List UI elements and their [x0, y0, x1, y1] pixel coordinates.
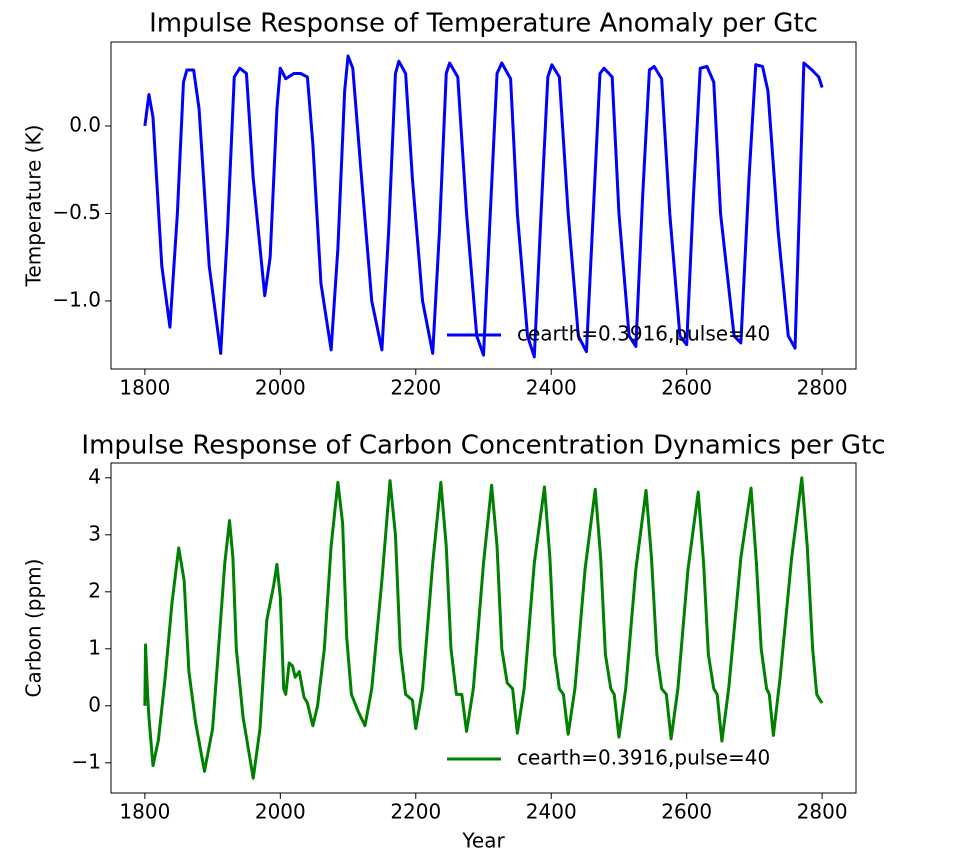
- y-tick-label: 0: [88, 692, 101, 716]
- legend-label: cearth=0.3916,pulse=40: [517, 746, 770, 770]
- y-tick-label: −1: [72, 749, 101, 773]
- chart-title: Impulse Response of Carbon Concentration…: [81, 431, 885, 461]
- y-tick-label: 0.0: [69, 112, 101, 136]
- x-tick-label: 2800: [797, 800, 848, 824]
- legend-label: cearth=0.3916,pulse=40: [517, 322, 770, 346]
- x-tick-label: 2400: [526, 376, 577, 400]
- x-tick-label: 1800: [119, 376, 170, 400]
- y-tick-label: 2: [88, 578, 101, 602]
- plot-frame: [110, 41, 857, 370]
- x-tick-label: 2600: [661, 376, 712, 400]
- x-tick-label: 2800: [797, 376, 848, 400]
- y-axis-label: Carbon (ppm): [22, 559, 46, 698]
- y-tick-label: −1.0: [52, 287, 101, 311]
- chart-title: Impulse Response of Temperature Anomaly …: [149, 9, 818, 39]
- x-tick-label: 2000: [255, 800, 306, 824]
- y-axis-label: Temperature (K): [22, 125, 46, 288]
- data-line: [143, 54, 824, 359]
- data-line: [143, 476, 824, 780]
- x-tick-label: 1800: [119, 800, 170, 824]
- x-tick-label: 2000: [255, 376, 306, 400]
- y-tick-label: 3: [88, 521, 101, 545]
- x-tick-label: 2600: [661, 800, 712, 824]
- x-axis-label: Year: [461, 829, 505, 853]
- y-tick-label: −0.5: [52, 200, 101, 224]
- x-tick-label: 2200: [390, 800, 441, 824]
- y-tick-label: 4: [88, 464, 101, 488]
- x-tick-label: 2400: [526, 800, 577, 824]
- y-tick-label: 1: [88, 635, 101, 659]
- plot-frame: [110, 462, 857, 794]
- x-tick-label: 2200: [390, 376, 441, 400]
